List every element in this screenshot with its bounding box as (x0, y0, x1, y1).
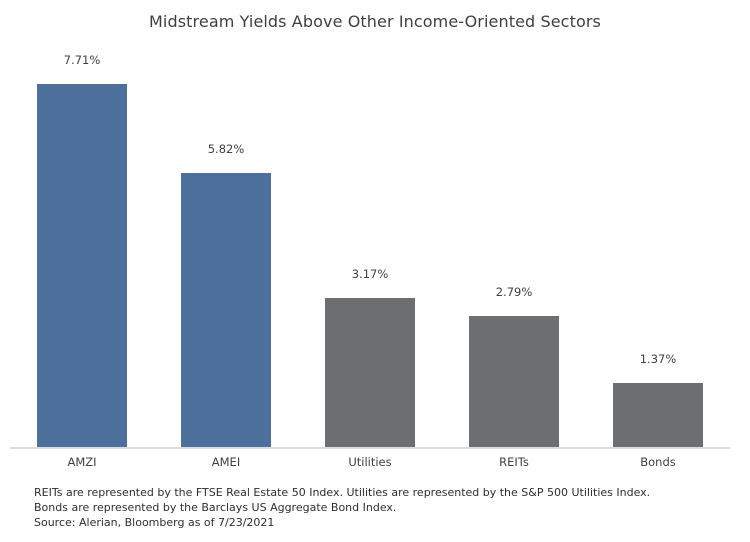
bar-amei (181, 173, 271, 448)
chart-title: Midstream Yields Above Other Income-Orie… (149, 12, 601, 31)
x-tick-label-bonds: Bonds (640, 455, 676, 469)
footnotes: REITs are represented by the FTSE Real E… (34, 485, 650, 530)
bar-group-reits: 2.79% (442, 47, 586, 448)
footnote-line-3: Source: Alerian, Bloomberg as of 7/23/20… (34, 516, 275, 529)
x-tick-label-reits: REITs (499, 455, 529, 469)
bar-group-amei: 5.82% (154, 47, 298, 448)
bar-bonds (613, 383, 703, 448)
plot-area: 7.71% 5.82% 3.17% 2.79% 1.37% (10, 47, 730, 448)
bar-amzi (37, 84, 127, 448)
value-label-amei: 5.82% (207, 142, 245, 156)
value-label-amzi: 7.71% (63, 53, 101, 67)
x-tick-label-amei: AMEI (211, 455, 241, 469)
bar-utilities (325, 298, 415, 448)
bar-group-amzi: 7.71% (10, 47, 154, 448)
x-axis-line (10, 447, 730, 449)
x-tick-label-utilities: Utilities (348, 455, 392, 469)
value-label-utilities: 3.17% (351, 267, 389, 281)
bar-group-bonds: 1.37% (586, 47, 730, 448)
footnote-line-2: Bonds are represented by the Barclays US… (34, 501, 397, 514)
value-label-bonds: 1.37% (639, 352, 677, 366)
bar-group-utilities: 3.17% (298, 47, 442, 448)
bar-reits (469, 316, 559, 448)
x-axis-labels: AMZI AMEI Utilities REITs Bonds (10, 455, 730, 469)
x-tick-label-amzi: AMZI (67, 455, 97, 469)
value-label-reits: 2.79% (495, 285, 533, 299)
footnote-line-1: REITs are represented by the FTSE Real E… (34, 486, 651, 499)
